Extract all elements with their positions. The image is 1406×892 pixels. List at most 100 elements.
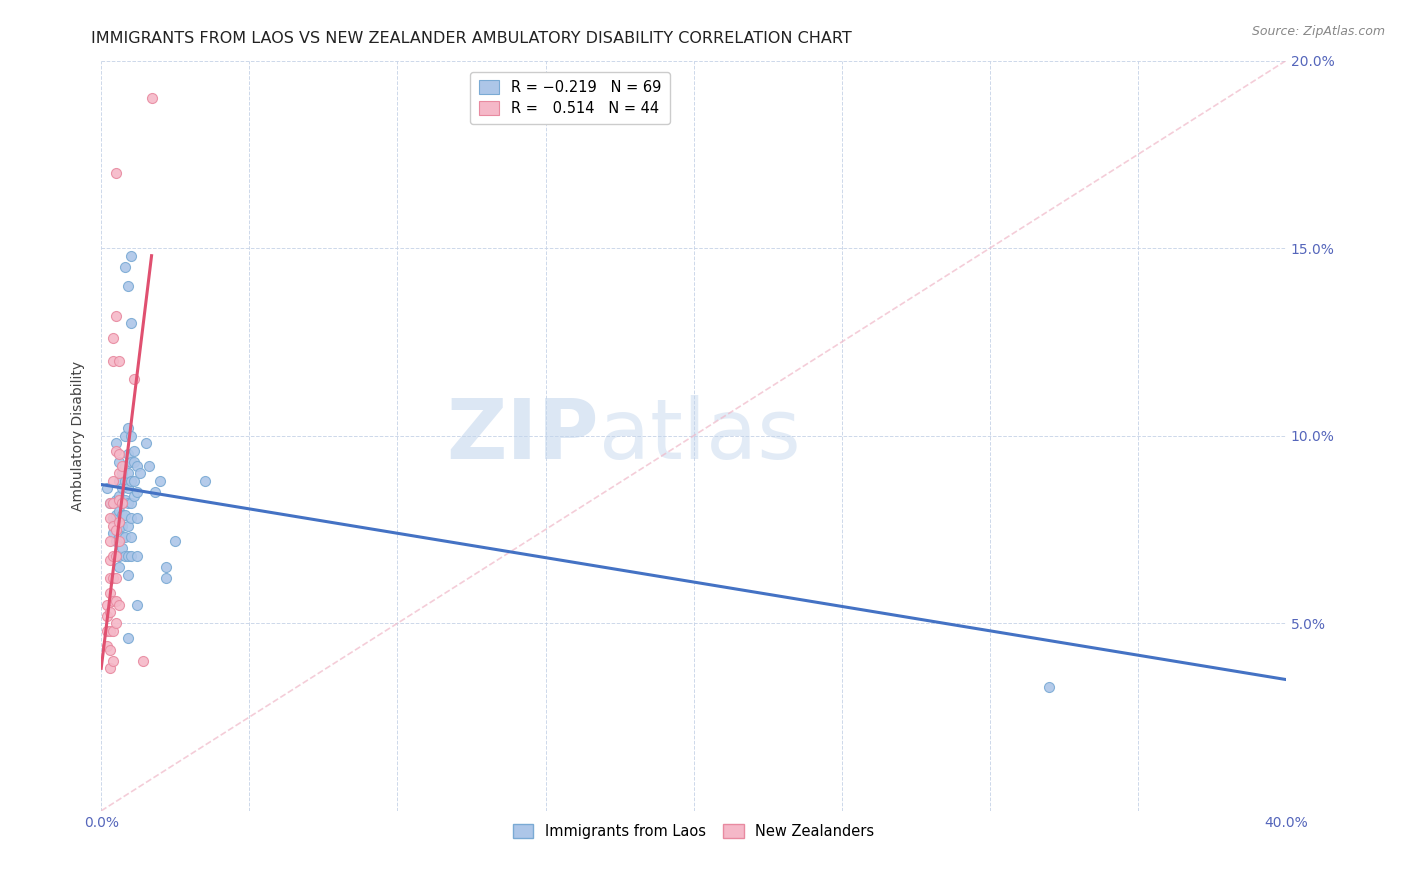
Point [117,496,139,510]
Point [120,249,142,263]
Point [111,530,134,544]
Point [114,492,136,507]
Point [122,489,145,503]
Point [111,481,134,495]
Point [120,496,142,510]
Point [101,331,124,345]
Point [108,515,131,529]
Point [108,549,131,563]
Point [108,455,131,469]
Point [114,458,136,473]
Point [122,372,145,386]
Point [101,518,124,533]
Point [125,549,148,563]
Point [101,511,124,525]
Point [98,511,121,525]
Point [101,654,124,668]
Point [96,624,118,638]
Point [98,661,121,675]
Point [105,309,128,323]
Point [111,496,134,510]
Point [111,508,134,522]
Point [114,428,136,442]
Point [108,448,131,462]
Point [96,598,118,612]
Point [125,485,148,500]
Point [108,489,131,503]
Point [117,278,139,293]
Point [117,421,139,435]
Point [117,518,139,533]
Point [120,549,142,563]
Point [108,504,131,518]
Point [117,549,139,563]
Point [117,567,139,582]
Point [101,624,124,638]
Point [105,443,128,458]
Point [131,654,153,668]
Point [105,549,128,563]
Point [120,474,142,488]
Point [120,511,142,525]
Point [98,642,121,657]
Point [125,598,148,612]
Point [138,458,160,473]
Point [105,436,128,450]
Point [135,436,157,450]
Point [108,474,131,488]
Point [165,533,187,548]
Point [96,481,118,495]
Point [101,526,124,541]
Point [117,448,139,462]
Point [120,530,142,544]
Point [96,608,118,623]
Point [125,511,148,525]
Point [155,571,177,585]
Legend: Immigrants from Laos, New Zealanders: Immigrants from Laos, New Zealanders [508,818,880,845]
Y-axis label: Ambulatory Disability: Ambulatory Disability [72,360,86,511]
Point [98,624,121,638]
Text: Source: ZipAtlas.com: Source: ZipAtlas.com [1251,25,1385,38]
Point [98,552,121,566]
Text: IMMIGRANTS FROM LAOS VS NEW ZEALANDER AMBULATORY DISABILITY CORRELATION CHART: IMMIGRANTS FROM LAOS VS NEW ZEALANDER AM… [91,31,852,46]
Point [117,467,139,481]
Point [101,549,124,563]
Point [108,530,131,544]
Point [101,496,124,510]
Point [101,353,124,368]
Point [105,533,128,548]
Point [101,571,124,585]
Point [120,316,142,330]
Point [155,560,177,574]
Point [128,467,150,481]
Point [108,353,131,368]
Point [96,639,118,653]
Point [141,91,163,105]
Point [1038,680,1060,694]
Point [122,455,145,469]
Point [111,518,134,533]
Point [108,467,131,481]
Point [105,616,128,631]
Point [105,571,128,585]
Point [98,571,121,585]
Point [111,467,134,481]
Point [117,481,139,495]
Point [120,428,142,442]
Point [108,518,131,533]
Point [114,474,136,488]
Point [125,458,148,473]
Point [120,455,142,469]
Point [194,474,217,488]
Point [114,260,136,274]
Point [114,508,136,522]
Point [101,594,124,608]
Point [105,523,128,537]
Point [111,496,134,510]
Point [108,598,131,612]
Point [108,560,131,574]
Point [114,549,136,563]
Point [143,485,166,500]
Point [122,443,145,458]
Point [101,474,124,488]
